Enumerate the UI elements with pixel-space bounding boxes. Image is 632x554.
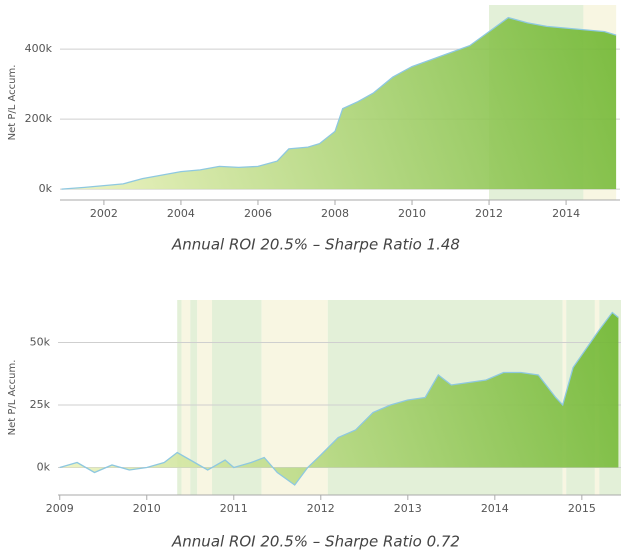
x-tick-label: 2014	[552, 207, 580, 220]
chart: 0k 200k 400k 2002 2004 2006 2008 2010 2012 2014 Ne…	[7, 5, 620, 254]
y-tick-label: 400k	[25, 42, 53, 55]
line	[61, 16, 617, 190]
x-tick-label: 2012	[475, 207, 503, 220]
highlight-band	[181, 300, 191, 495]
x-tick-label: 2006	[244, 207, 272, 220]
x-tick-label: 2009	[46, 502, 74, 515]
x-tick-label: 2002	[90, 207, 118, 220]
x-tick-label: 2011	[220, 502, 248, 515]
chart: 0k 25k 50k 2009 2010 2011 2012 2013 2014 2015 Net …	[7, 300, 621, 551]
y-tick-label: 50k	[30, 336, 51, 349]
chart-title: Annual ROI 20.5% – Sharpe Ratio 1.48	[171, 236, 460, 254]
highlight-band	[197, 300, 213, 495]
x-tick-label: 2013	[394, 502, 422, 515]
area	[61, 17, 617, 190]
y-axis-label: Net P/L Accum.	[7, 360, 18, 436]
x-tick-label: 2008	[321, 207, 349, 220]
highlight-band	[190, 300, 198, 495]
highlight-band	[177, 300, 182, 495]
chart-title: Annual ROI 20.5% – Sharpe Ratio 0.72	[171, 533, 460, 551]
x-tick-label: 2004	[167, 207, 195, 220]
y-axis-label: Net P/L Accum.	[7, 65, 18, 141]
y-tick-label: 0k	[37, 461, 51, 474]
x-tick-label: 2012	[307, 502, 335, 515]
x-tick-label: 2015	[568, 502, 596, 515]
y-tick-label: 200k	[25, 112, 53, 125]
y-tick-label: 25k	[30, 398, 51, 411]
y-tick-label: 0k	[39, 182, 53, 195]
x-tick-label: 2014	[481, 502, 509, 515]
area	[59, 312, 619, 485]
line	[59, 311, 619, 486]
x-tick-label: 2010	[133, 502, 161, 515]
x-tick-label: 2010	[398, 207, 426, 220]
